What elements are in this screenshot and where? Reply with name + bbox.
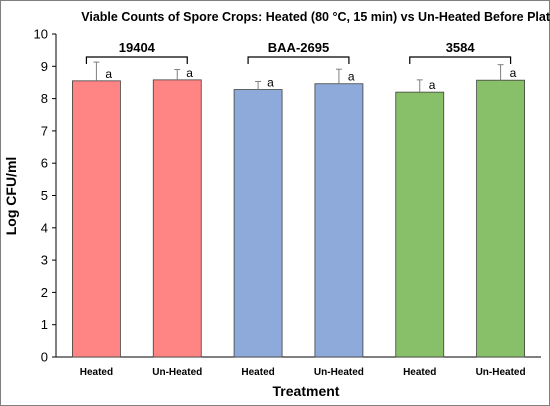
y-tick-label: 4 bbox=[41, 220, 48, 235]
group-bracket bbox=[409, 56, 512, 64]
y-tick-label: 0 bbox=[41, 350, 48, 365]
y-tick-label: 2 bbox=[41, 285, 48, 300]
group-label: 3584 bbox=[446, 40, 476, 55]
y-tick-label: 1 bbox=[41, 317, 48, 332]
bar bbox=[476, 79, 525, 358]
x-tick-label: Heated bbox=[241, 367, 274, 378]
x-tick-label: Un-Heated bbox=[314, 367, 364, 378]
group-label: BAA-2695 bbox=[268, 40, 329, 55]
plot-area: 0 1 2 3 4 5 6 7 8 9 10 a Heated a Un-Heated a Heated a Un-… bbox=[34, 27, 541, 378]
x-tick-label: Un-Heated bbox=[476, 367, 526, 378]
significance-letter: a bbox=[348, 70, 355, 84]
chart-title: Viable Counts of Spore Crops: Heated (80… bbox=[81, 10, 550, 24]
x-tick-label: Heated bbox=[80, 367, 113, 378]
bar bbox=[233, 89, 283, 358]
bar bbox=[395, 91, 445, 358]
x-axis-title: Treatment bbox=[273, 383, 340, 399]
y-tick-label: 10 bbox=[34, 27, 48, 42]
bar bbox=[72, 80, 121, 358]
group-label: 19404 bbox=[119, 40, 156, 55]
significance-letter: a bbox=[267, 76, 274, 90]
y-axis-title: Log CFU/ml bbox=[3, 157, 19, 236]
bar bbox=[314, 83, 364, 358]
y-tick-label: 3 bbox=[41, 253, 48, 268]
y-tick-label: 6 bbox=[41, 156, 48, 171]
y-tick-label: 5 bbox=[41, 188, 48, 203]
x-tick-label: Un-Heated bbox=[152, 367, 202, 378]
significance-letter: a bbox=[105, 67, 112, 81]
y-tick-label: 7 bbox=[41, 123, 48, 138]
bar bbox=[152, 79, 202, 358]
group-bracket bbox=[247, 56, 350, 64]
y-tick-label: 9 bbox=[41, 59, 48, 74]
y-tick-label: 8 bbox=[41, 91, 48, 106]
x-tick-label: Heated bbox=[403, 367, 436, 378]
significance-letter: a bbox=[186, 66, 193, 80]
significance-letter: a bbox=[510, 66, 517, 80]
group-bracket bbox=[85, 56, 188, 64]
significance-letter: a bbox=[429, 78, 436, 92]
